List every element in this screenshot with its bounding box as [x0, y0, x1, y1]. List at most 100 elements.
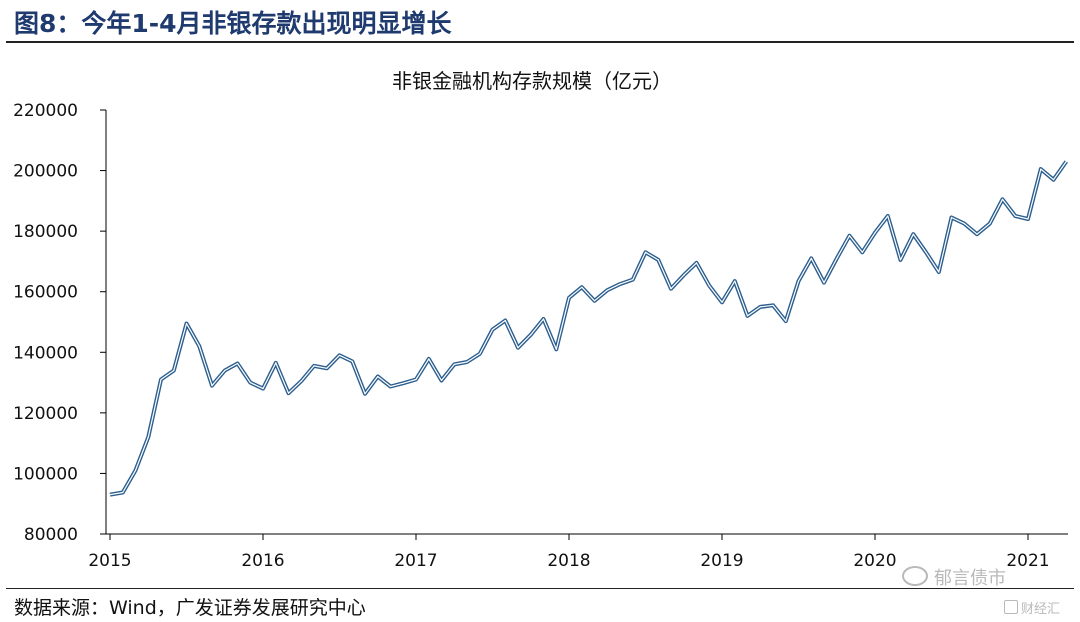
data-point	[721, 301, 723, 303]
data-point	[708, 285, 710, 287]
data-point	[504, 319, 506, 322]
x-tick-label: 2020	[853, 551, 896, 571]
data-point	[236, 362, 239, 365]
data-point	[581, 286, 583, 288]
data-point	[772, 304, 774, 306]
y-tick-label: 120000	[13, 404, 78, 424]
data-point	[326, 367, 328, 369]
y-tick-label: 200000	[13, 162, 78, 182]
data-point	[657, 259, 659, 261]
data-point	[402, 382, 404, 384]
data-point	[109, 494, 111, 496]
data-point	[389, 385, 392, 388]
data-point	[976, 233, 978, 235]
y-tick-label: 220000	[13, 101, 78, 121]
source-note: 数据来源：Wind，广发证券发展研究中心	[14, 597, 366, 619]
data-point	[1014, 215, 1016, 217]
data-point	[428, 358, 430, 360]
x-tick-label: 2015	[88, 551, 131, 571]
watermark: 郁言债市	[902, 564, 1006, 590]
data-point	[364, 393, 366, 395]
x-tick-label: 2018	[547, 551, 590, 571]
data-point	[848, 235, 851, 237]
data-point	[198, 345, 200, 347]
data-point	[734, 280, 736, 282]
data-point	[1040, 168, 1042, 170]
data-point	[300, 380, 302, 382]
data-point	[555, 348, 557, 350]
data-point	[287, 392, 290, 394]
data-point	[1027, 218, 1029, 220]
y-tick-label: 140000	[13, 343, 78, 363]
y-tick-label: 80000	[24, 525, 78, 545]
data-point	[211, 385, 213, 387]
data-point	[619, 283, 621, 285]
y-tick-label: 160000	[13, 283, 78, 303]
data-point	[950, 216, 953, 219]
data-point	[606, 289, 608, 291]
y-tick-label: 100000	[13, 464, 78, 484]
data-point	[836, 257, 838, 259]
watermark-text: 郁言债市	[934, 568, 1006, 589]
data-point	[440, 379, 443, 382]
data-point	[785, 320, 787, 322]
data-point	[147, 436, 149, 438]
wechat-icon	[902, 566, 928, 586]
x-axis: 2015 2016 2017 2018 2019 2020 2021	[88, 533, 1068, 571]
data-point	[874, 232, 876, 234]
y-axis: 80000 100000 120000 140000 160000 180000 20000…	[13, 101, 107, 545]
data-point	[160, 378, 162, 381]
data-point	[644, 251, 647, 253]
data-point	[887, 215, 889, 217]
data-point	[823, 282, 825, 284]
data-point	[695, 262, 698, 264]
watermark-secondary: 财经汇	[1004, 598, 1060, 617]
brand-icon	[1004, 600, 1018, 614]
data-point	[912, 233, 914, 235]
data-point	[479, 353, 481, 355]
data-point	[377, 375, 379, 378]
data-point	[861, 251, 863, 253]
data-point	[989, 223, 991, 225]
figure-title: 图8：今年1-4月非银存款出现明显增长	[14, 9, 452, 38]
data-point	[249, 382, 251, 384]
data-point	[466, 361, 468, 363]
data-point	[759, 306, 761, 308]
data-point	[593, 300, 596, 302]
data-point	[262, 388, 264, 390]
data-point	[899, 259, 902, 261]
data-point	[746, 315, 749, 317]
watermark-text-secondary: 财经汇	[1021, 602, 1061, 617]
data-point	[670, 288, 672, 290]
data-point	[1001, 198, 1004, 200]
data-point	[415, 378, 417, 381]
data-point	[453, 363, 455, 365]
data-point	[797, 280, 800, 282]
x-tick-label: 2017	[394, 551, 437, 571]
data-point	[122, 491, 124, 494]
data-point	[517, 347, 519, 349]
data-point	[224, 369, 226, 372]
x-tick-label: 2021	[1006, 551, 1049, 571]
chart-title: 非银金融机构存款规模（亿元）	[392, 69, 672, 93]
data-point	[568, 297, 570, 299]
data-point	[632, 279, 634, 281]
series-layer	[109, 160, 1068, 497]
data-point	[925, 251, 927, 253]
top-divider	[6, 41, 1074, 43]
data-point	[313, 365, 315, 367]
y-tick-label: 180000	[13, 222, 78, 242]
bottom-divider	[6, 588, 1074, 589]
series-line	[109, 161, 1067, 496]
data-point	[938, 271, 940, 273]
data-point	[542, 318, 545, 320]
data-point	[351, 360, 353, 362]
x-tick-label: 2016	[241, 551, 284, 571]
data-point	[338, 354, 341, 356]
data-point	[530, 334, 532, 336]
x-tick-label: 2019	[700, 551, 743, 571]
data-point	[1065, 160, 1067, 163]
data-point	[185, 322, 188, 325]
series-line-outline	[109, 160, 1068, 497]
